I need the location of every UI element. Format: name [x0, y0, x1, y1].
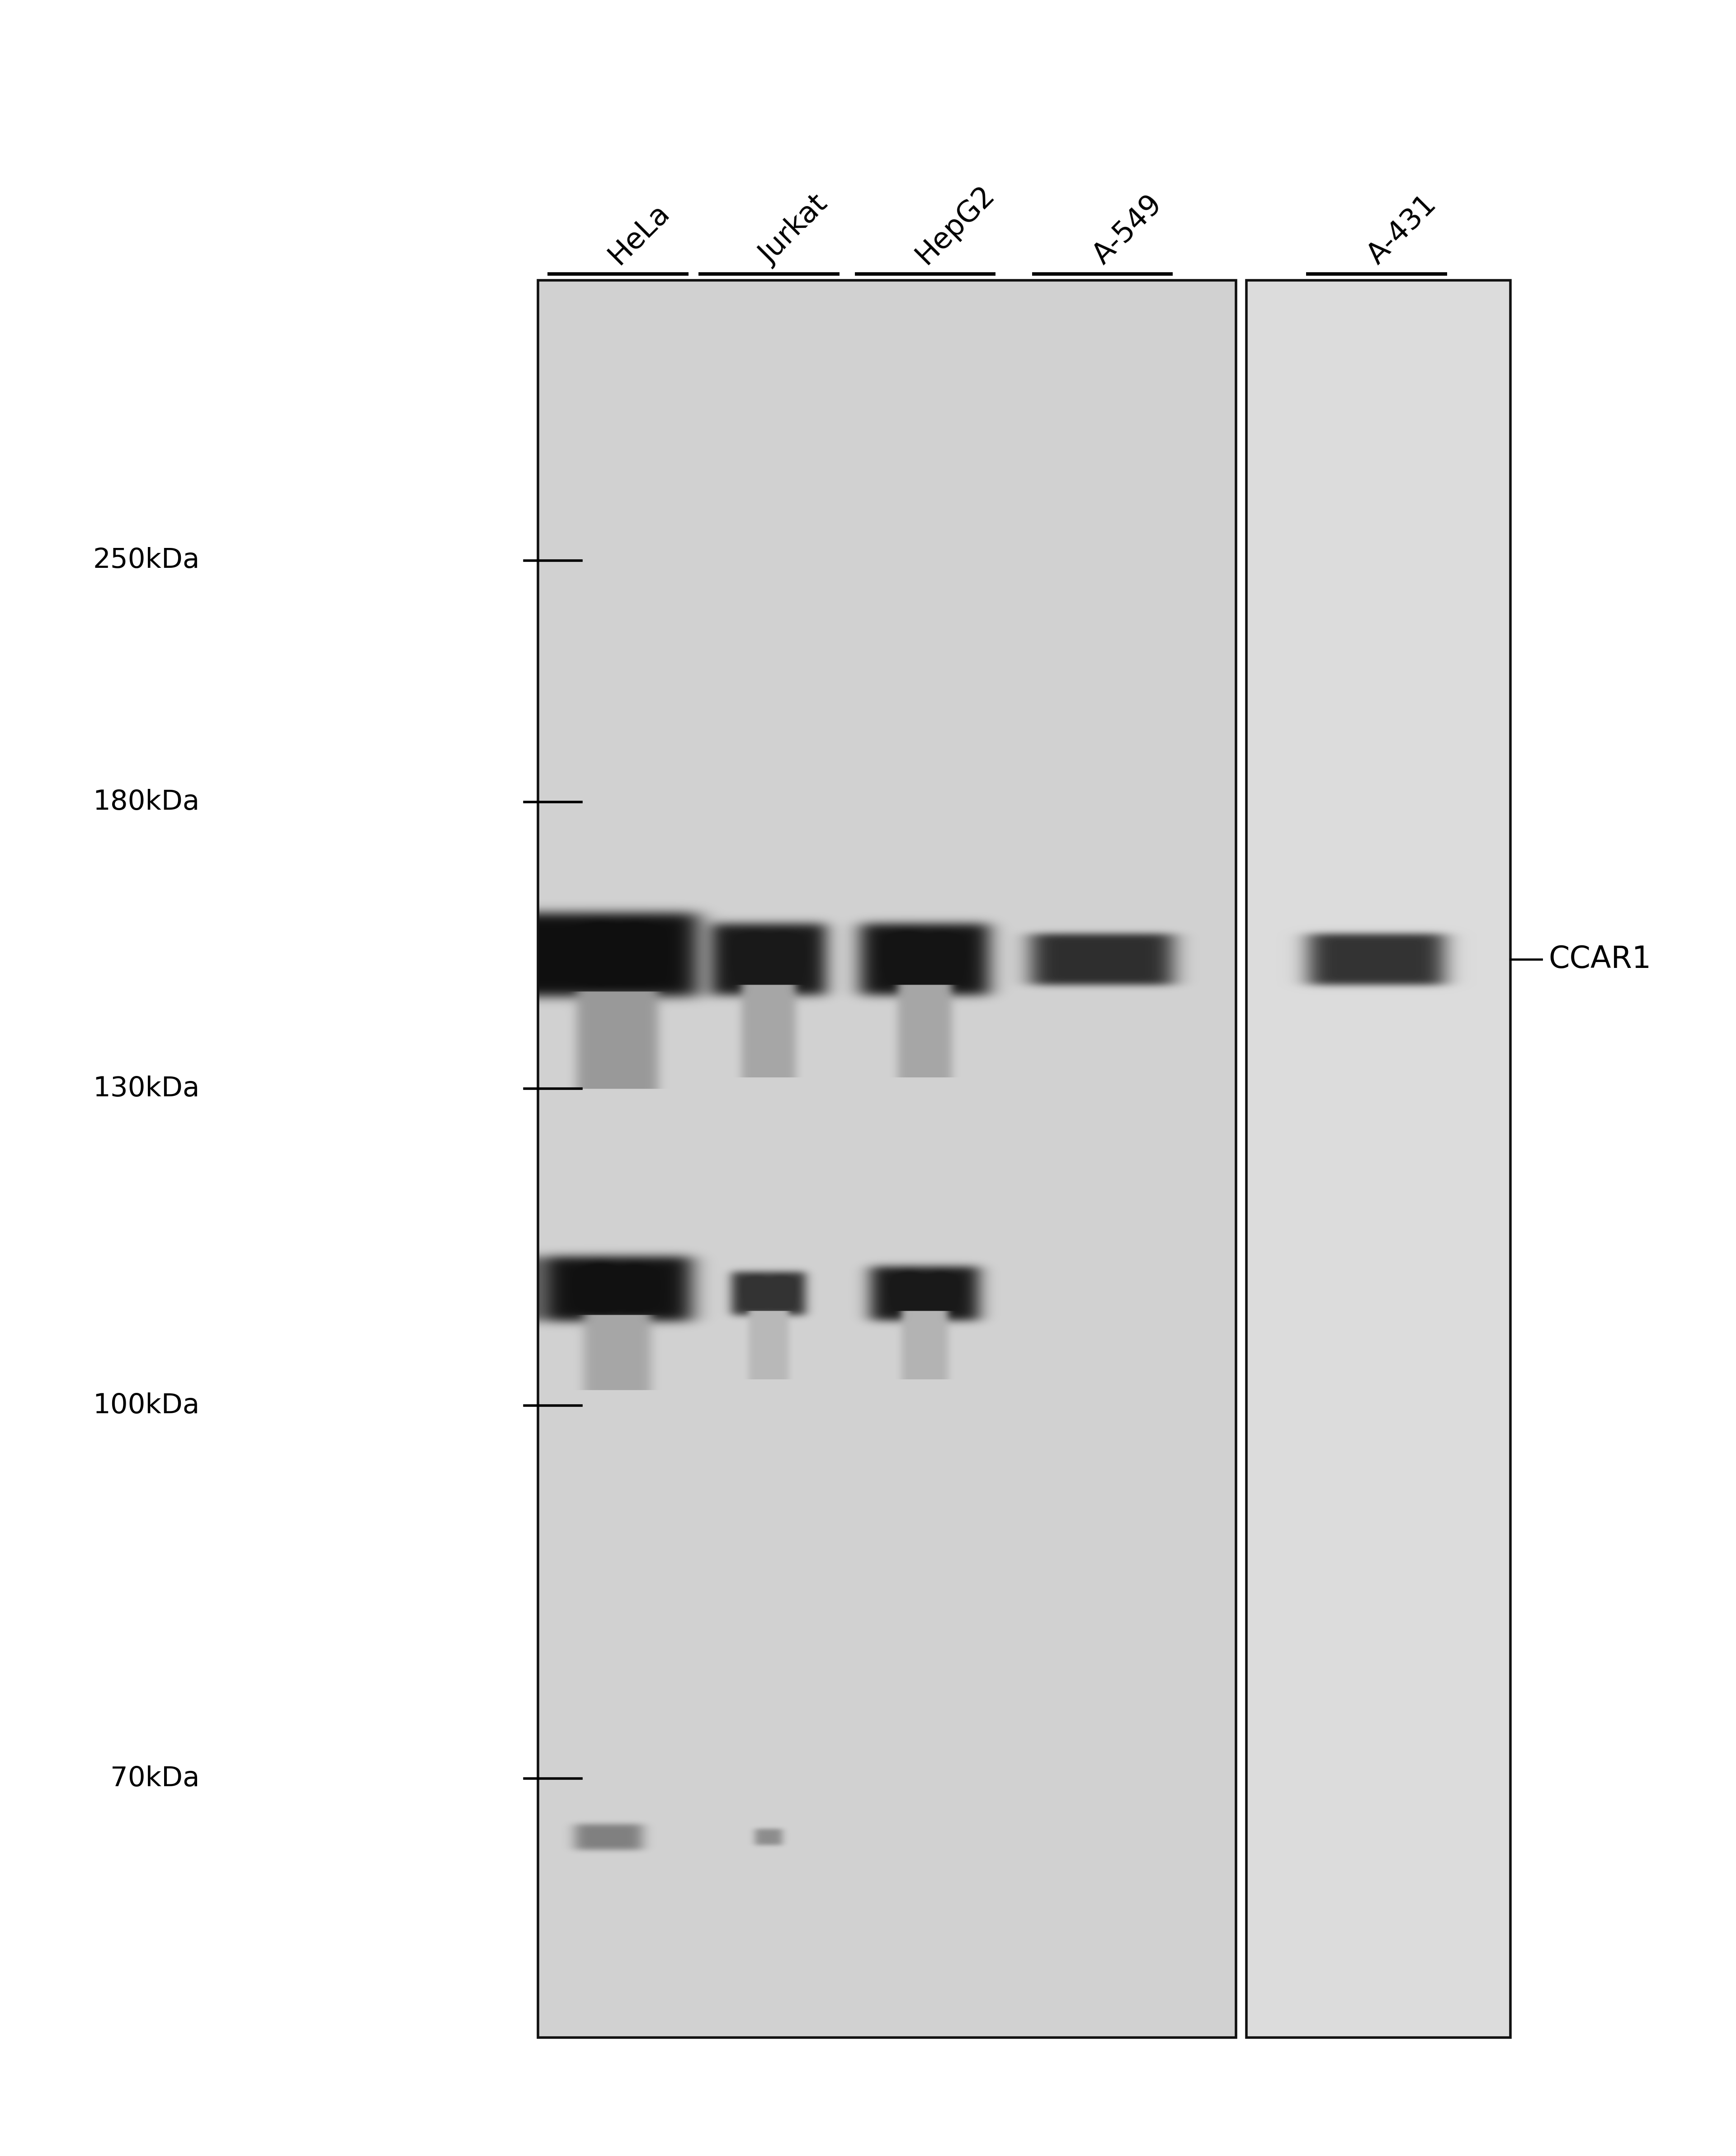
Text: HepG2: HepG2: [911, 181, 1000, 270]
Bar: [1246, 280, 1510, 2037]
Text: Jurkat: Jurkat: [755, 190, 833, 270]
Text: 180kDa: 180kDa: [92, 789, 200, 815]
Text: A-549: A-549: [1088, 190, 1167, 270]
Text: A-431: A-431: [1363, 190, 1441, 270]
Bar: [1236, 280, 1246, 2037]
Bar: [538, 280, 1236, 2037]
Text: 70kDa: 70kDa: [111, 1766, 200, 1792]
Text: HeLa: HeLa: [604, 198, 675, 270]
Text: 130kDa: 130kDa: [92, 1076, 200, 1102]
Text: CCAR1: CCAR1: [1549, 944, 1651, 975]
Text: 250kDa: 250kDa: [92, 548, 200, 573]
Text: 100kDa: 100kDa: [92, 1393, 200, 1419]
